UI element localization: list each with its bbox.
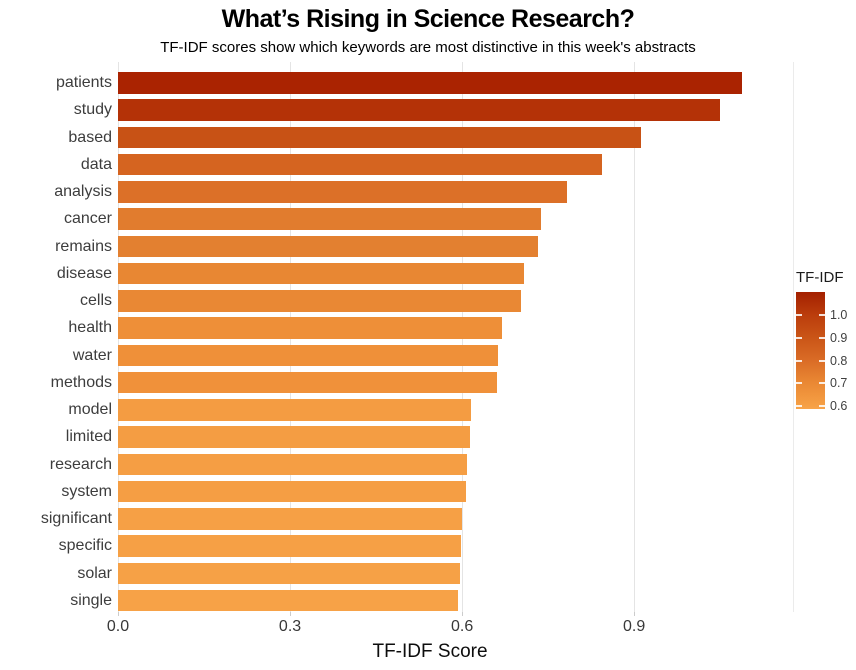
bar-specific xyxy=(118,535,461,557)
y-label-methods: methods xyxy=(50,373,112,391)
plot-panel xyxy=(118,62,794,612)
y-label-solar: solar xyxy=(77,564,112,582)
bar-system xyxy=(118,480,466,503)
legend-tick-0.9-right xyxy=(819,336,825,339)
bar-cancer xyxy=(118,208,541,230)
bar-analysis xyxy=(118,181,568,203)
bar-based xyxy=(118,126,642,149)
chart-subtitle: TF-IDF scores show which keywords are mo… xyxy=(160,39,696,56)
bar-water xyxy=(118,344,499,367)
x-tick-0.6 xyxy=(462,612,464,616)
bar-model xyxy=(118,399,472,421)
gridline-0.9 xyxy=(634,62,636,612)
legend-tick-label-0.6: 0.6 xyxy=(830,399,848,414)
y-label-significant: significant xyxy=(40,510,112,528)
y-label-remains: remains xyxy=(55,237,112,255)
legend-tick-0.8-left xyxy=(796,359,802,362)
y-label-cells: cells xyxy=(79,292,112,310)
y-label-single: single xyxy=(70,591,112,609)
x-tick-label-0.6: 0.6 xyxy=(450,618,474,635)
bar-methods xyxy=(118,371,497,394)
y-label-based: based xyxy=(68,128,112,146)
y-label-research: research xyxy=(49,455,112,473)
legend-tick-0.7-left xyxy=(796,382,802,385)
bar-study xyxy=(118,99,721,121)
bar-disease xyxy=(118,262,525,285)
bar-solar xyxy=(118,562,460,585)
bar-limited xyxy=(118,426,471,448)
legend-tick-1.0-left xyxy=(796,313,802,316)
x-tick-label-0.0: 0.0 xyxy=(106,618,130,635)
y-label-water: water xyxy=(72,346,112,364)
legend-tick-label-0.8: 0.8 xyxy=(830,353,848,368)
legend-tick-0.6-left xyxy=(796,405,802,408)
x-tick-0.3 xyxy=(290,612,292,616)
bar-patients xyxy=(118,72,742,94)
x-tick-0.0 xyxy=(118,612,119,616)
bar-cells xyxy=(118,290,521,312)
bar-significant xyxy=(118,508,462,530)
legend-tick-0.6-right xyxy=(819,405,825,408)
x-tick-label-0.3: 0.3 xyxy=(278,618,302,635)
y-label-specific: specific xyxy=(58,537,112,555)
y-label-limited: limited xyxy=(65,428,112,446)
y-label-data: data xyxy=(80,155,112,173)
y-label-study: study xyxy=(73,101,112,119)
legend-tick-label-0.9: 0.9 xyxy=(830,330,848,345)
x-tick-0.9 xyxy=(634,612,636,616)
y-label-system: system xyxy=(61,482,112,500)
legend-tick-0.9-left xyxy=(796,336,802,339)
y-label-cancer: cancer xyxy=(63,210,112,228)
legend-tick-label-0.7: 0.7 xyxy=(830,376,848,391)
bar-research xyxy=(118,453,468,476)
legend-title: TF-IDF xyxy=(796,269,844,286)
legend-tick-0.8-right xyxy=(819,359,825,362)
y-label-health: health xyxy=(68,319,112,337)
x-tick-label-0.9: 0.9 xyxy=(623,618,646,635)
legend-colorbar xyxy=(796,292,825,409)
y-label-patients: patients xyxy=(55,74,112,91)
chart-title: What’s Rising in Science Research? xyxy=(221,5,635,33)
y-label-analysis: analysis xyxy=(54,183,112,201)
y-label-disease: disease xyxy=(56,264,112,282)
bar-data xyxy=(118,153,603,176)
legend-tick-label-1.0: 1.0 xyxy=(830,307,848,322)
legend-tick-0.7-right xyxy=(819,382,825,385)
bar-remains xyxy=(118,235,538,258)
legend-tick-1.0-right xyxy=(819,313,825,316)
bar-health xyxy=(118,317,503,339)
y-axis-labels: patients study based data analysis cancer rema… xyxy=(0,62,112,612)
y-label-model: model xyxy=(68,401,112,419)
x-axis-title: TF-IDF Score xyxy=(372,641,488,662)
bar-single xyxy=(118,589,459,612)
